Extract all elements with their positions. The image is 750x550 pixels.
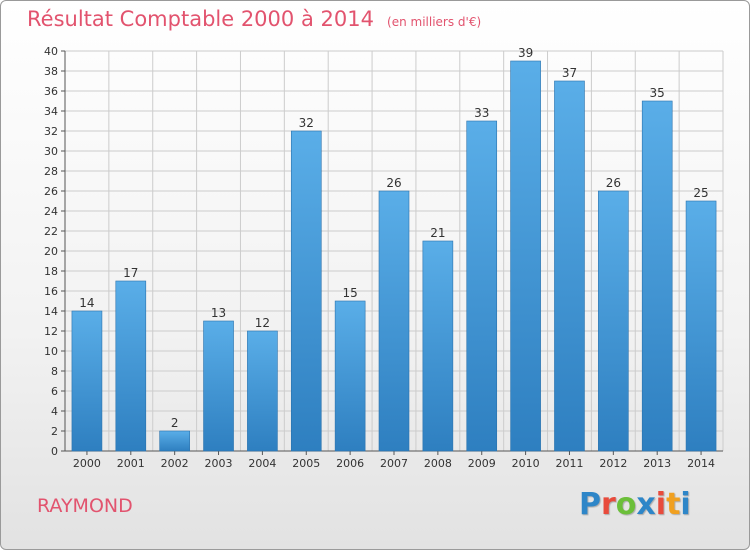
x-tick-label: 2010: [512, 457, 540, 470]
y-tick-label: 38: [44, 65, 58, 78]
bar: [203, 320, 234, 452]
bar-value-label: 15: [342, 286, 357, 300]
bar: [641, 100, 673, 452]
bar: [159, 430, 190, 452]
logo-letter: r: [601, 487, 616, 522]
labels: 0246810121416182022242628303234363840142…: [44, 45, 715, 470]
x-tick-label: 2003: [205, 457, 233, 470]
bar-value-label: 12: [255, 316, 270, 330]
x-tick-label: 2004: [248, 457, 276, 470]
logo-letter: P: [579, 487, 601, 522]
y-tick-label: 20: [44, 245, 58, 258]
bar-value-label: 39: [518, 46, 533, 60]
bar-value-label: 33: [474, 106, 489, 120]
bar-value-label: 32: [299, 116, 314, 130]
bar: [554, 80, 585, 452]
proxiti-logo[interactable]: Proxiti: [579, 487, 691, 522]
bar: [422, 240, 454, 452]
y-tick-label: 30: [44, 145, 58, 158]
y-tick-label: 26: [44, 185, 58, 198]
x-tick-label: 2011: [555, 457, 583, 470]
x-tick-label: 2013: [643, 457, 671, 470]
bar: [378, 190, 410, 452]
bar: [247, 330, 278, 452]
y-tick-label: 0: [51, 445, 58, 458]
x-tick-label: 2007: [380, 457, 408, 470]
commune-name: RAYMOND: [37, 495, 133, 517]
y-tick-label: 24: [44, 205, 58, 218]
x-tick-label: 2002: [161, 457, 189, 470]
logo-letter: x: [636, 487, 656, 522]
y-tick-label: 16: [44, 285, 58, 298]
bar-value-label: 2: [171, 416, 179, 430]
bar-value-label: 25: [693, 186, 708, 200]
y-tick-label: 36: [44, 85, 58, 98]
x-tick-label: 2014: [687, 457, 715, 470]
y-tick-label: 10: [44, 345, 58, 358]
chart-title: Résultat Comptable 2000 à 2014: [27, 7, 374, 31]
logo-letter: o: [615, 487, 637, 522]
y-tick-label: 6: [51, 385, 58, 398]
bar-value-label: 37: [562, 66, 577, 80]
bar: [290, 130, 322, 452]
bar-value-label: 13: [211, 306, 226, 320]
x-tick-label: 2009: [468, 457, 496, 470]
bar: [685, 200, 717, 452]
x-tick-label: 2001: [117, 457, 145, 470]
bar: [466, 120, 498, 452]
x-tick-label: 2005: [292, 457, 320, 470]
bar: [598, 190, 629, 452]
logo-letter: i: [680, 487, 691, 522]
logo-letter: t: [666, 487, 681, 522]
bar: [334, 300, 366, 452]
y-tick-label: 32: [44, 125, 58, 138]
bar-value-label: 17: [123, 266, 138, 280]
y-tick-label: 40: [44, 45, 58, 58]
x-tick-label: 2008: [424, 457, 452, 470]
y-tick-label: 22: [44, 225, 58, 238]
x-tick-label: 2006: [336, 457, 364, 470]
logo-letter: i: [655, 487, 667, 522]
bar-value-label: 26: [606, 176, 621, 190]
y-tick-label: 34: [44, 105, 58, 118]
bar-value-label: 14: [79, 296, 94, 310]
bar-value-label: 21: [430, 226, 445, 240]
y-tick-label: 2: [51, 425, 58, 438]
y-tick-label: 12: [44, 325, 58, 338]
y-tick-label: 28: [44, 165, 58, 178]
x-tick-label: 2012: [599, 457, 627, 470]
y-tick-label: 18: [44, 265, 58, 278]
y-tick-label: 8: [51, 365, 58, 378]
y-tick-label: 4: [51, 405, 58, 418]
bars: [71, 60, 717, 452]
bar-value-label: 35: [650, 86, 665, 100]
bar: [71, 310, 103, 452]
bar-value-label: 26: [386, 176, 401, 190]
chart-subtitle: (en milliers d'€): [387, 15, 482, 29]
bar: [510, 60, 541, 452]
y-tick-label: 14: [44, 305, 58, 318]
chart-title-block: Résultat Comptable 2000 à 2014 (en milli…: [27, 7, 481, 31]
bar: [115, 280, 147, 452]
x-tick-label: 2000: [73, 457, 101, 470]
